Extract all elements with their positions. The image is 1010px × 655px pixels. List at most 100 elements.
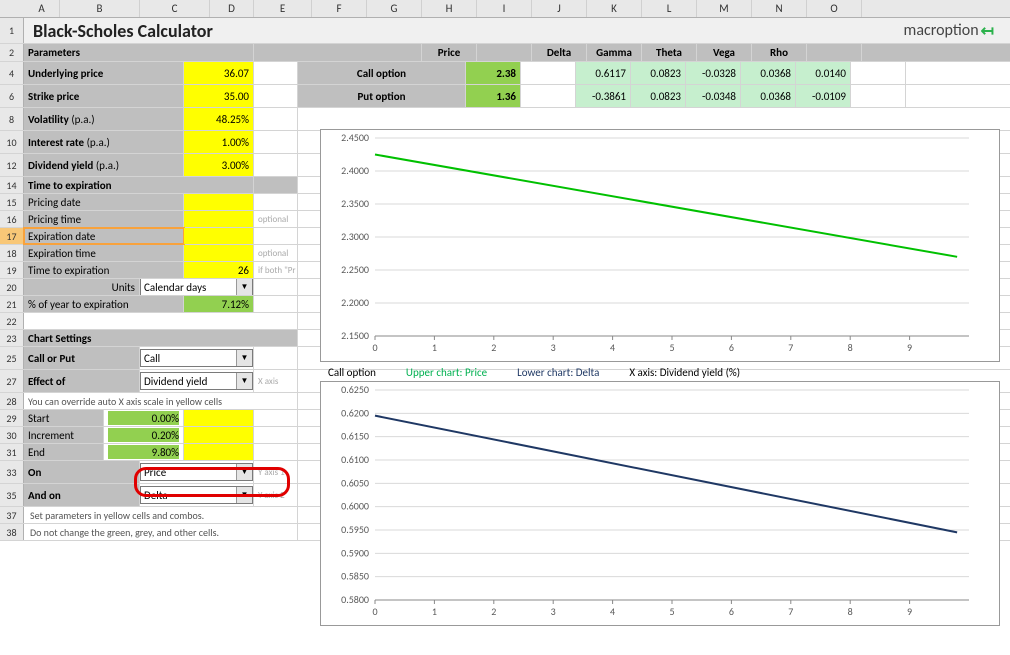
input-strike[interactable]: 35.00 bbox=[184, 85, 254, 107]
rownum-29[interactable]: 29 bbox=[0, 410, 24, 426]
input-pricing-date[interactable] bbox=[184, 194, 254, 210]
col-B[interactable]: B bbox=[60, 0, 140, 17]
time-header: Time to expiration bbox=[24, 177, 254, 193]
rownum-18[interactable]: 18 bbox=[0, 245, 24, 261]
svg-text:2.2000: 2.2000 bbox=[341, 296, 369, 309]
dropdown-andon[interactable]: Delta▼ bbox=[140, 486, 253, 504]
rownum-30[interactable]: 30 bbox=[0, 427, 24, 443]
dropdown-effect[interactable]: Dividend yield▼ bbox=[140, 372, 253, 390]
rownum-17[interactable]: 17 bbox=[0, 228, 24, 244]
col-D[interactable]: D bbox=[210, 0, 254, 17]
svg-text:1: 1 bbox=[432, 605, 437, 618]
hint-yaxis1: Y axis 1 bbox=[254, 461, 298, 483]
col-K[interactable]: K bbox=[587, 0, 642, 17]
dropdown-effect-value: Dividend yield bbox=[144, 375, 207, 388]
headers-row: 2 Parameters Price Delta Gamma Theta Veg… bbox=[0, 44, 1010, 62]
svg-text:8: 8 bbox=[848, 605, 853, 618]
rownum-15[interactable]: 15 bbox=[0, 194, 24, 210]
input-interest[interactable]: 1.00% bbox=[184, 131, 254, 153]
label-effect: Effect of bbox=[24, 370, 140, 392]
rownum-12[interactable]: 12 bbox=[0, 154, 24, 176]
col-E[interactable]: E bbox=[254, 0, 312, 17]
row-vol: 8 Volatility (p.a.) 48.25% bbox=[0, 108, 1010, 131]
label-vol-suffix: (p.a.) bbox=[71, 113, 94, 126]
put-vega: 0.0368 bbox=[741, 85, 796, 107]
rownum-14[interactable]: 14 bbox=[0, 177, 24, 193]
dropdown-units[interactable]: Calendar days▼ bbox=[140, 279, 253, 295]
rownum-1[interactable]: 1 bbox=[0, 18, 24, 43]
label-interest-suffix: (p.a.) bbox=[87, 136, 110, 149]
col-H[interactable]: H bbox=[422, 0, 477, 17]
rownum-10[interactable]: 10 bbox=[0, 131, 24, 153]
col-J[interactable]: J bbox=[532, 0, 587, 17]
hint-optional-2: optional bbox=[254, 245, 298, 261]
input-tte[interactable]: 26 bbox=[184, 262, 254, 278]
input-exp-date[interactable] bbox=[184, 228, 254, 244]
dropdown-call-put-value: Call bbox=[144, 352, 160, 365]
rownum-37[interactable]: 37 bbox=[0, 507, 24, 523]
svg-text:2: 2 bbox=[491, 605, 496, 618]
put-price: 1.36 bbox=[466, 85, 521, 107]
svg-text:2.3500: 2.3500 bbox=[341, 197, 369, 210]
input-dividend[interactable]: 3.00% bbox=[184, 154, 254, 176]
val-pct-year: 7.12% bbox=[184, 296, 254, 312]
svg-text:0.6050: 0.6050 bbox=[341, 476, 369, 489]
col-I[interactable]: I bbox=[477, 0, 532, 17]
rownum-28[interactable]: 28 bbox=[0, 393, 24, 409]
input-vol[interactable]: 48.25% bbox=[184, 108, 254, 130]
input-inc[interactable] bbox=[184, 427, 254, 443]
dropdown-call-put[interactable]: Call ▼ bbox=[140, 349, 253, 367]
col-A[interactable]: A bbox=[24, 0, 60, 17]
svg-text:7: 7 bbox=[788, 605, 793, 618]
svg-text:0.6250: 0.6250 bbox=[341, 383, 369, 396]
input-pricing-time[interactable] bbox=[184, 211, 254, 227]
rownum-6[interactable]: 6 bbox=[0, 85, 24, 107]
input-end[interactable] bbox=[184, 444, 254, 460]
legend-upper: Upper chart: Price bbox=[406, 366, 487, 379]
col-O[interactable]: O bbox=[807, 0, 862, 17]
svg-text:2.4000: 2.4000 bbox=[341, 164, 369, 177]
rownum-2[interactable]: 2 bbox=[0, 44, 24, 61]
hint-ifboth: if both "Pr bbox=[254, 262, 298, 278]
rownum-21[interactable]: 21 bbox=[0, 296, 24, 312]
col-G[interactable]: G bbox=[367, 0, 422, 17]
rownum-35[interactable]: 35 bbox=[0, 484, 24, 506]
input-exp-time[interactable] bbox=[184, 245, 254, 261]
rownum-25[interactable]: 25 bbox=[0, 347, 24, 369]
rownum-22[interactable]: 22 bbox=[0, 313, 24, 329]
corner-cell bbox=[0, 0, 24, 17]
hdr-price: Price bbox=[422, 44, 477, 61]
chevron-down-icon: ▼ bbox=[236, 350, 252, 366]
rownum-38[interactable]: 38 bbox=[0, 524, 24, 540]
col-F[interactable]: F bbox=[312, 0, 367, 17]
rownum-19[interactable]: 19 bbox=[0, 262, 24, 278]
label-tte: Time to expiration bbox=[24, 262, 184, 278]
svg-text:1: 1 bbox=[432, 341, 437, 354]
label-units: Units bbox=[24, 279, 140, 295]
col-M[interactable]: M bbox=[697, 0, 752, 17]
rownum-8[interactable]: 8 bbox=[0, 108, 24, 130]
col-C[interactable]: C bbox=[140, 0, 210, 17]
col-L[interactable]: L bbox=[642, 0, 697, 17]
rownum-16[interactable]: 16 bbox=[0, 211, 24, 227]
svg-text:3: 3 bbox=[551, 605, 556, 618]
hint-optional-1: optional bbox=[254, 211, 298, 227]
svg-text:0.6200: 0.6200 bbox=[341, 406, 369, 419]
params-header: Parameters bbox=[24, 44, 254, 61]
svg-text:5: 5 bbox=[669, 605, 674, 618]
svg-text:2.1500: 2.1500 bbox=[341, 329, 369, 342]
rownum-31[interactable]: 31 bbox=[0, 444, 24, 460]
col-N[interactable]: N bbox=[752, 0, 807, 17]
chevron-down-icon: ▼ bbox=[236, 464, 252, 480]
rownum-20[interactable]: 20 bbox=[0, 279, 24, 295]
dropdown-on[interactable]: Price▼ bbox=[140, 463, 253, 481]
rownum-4[interactable]: 4 bbox=[0, 62, 24, 84]
rownum-27[interactable]: 27 bbox=[0, 370, 24, 392]
input-underlying[interactable]: 36.07 bbox=[184, 62, 254, 84]
svg-text:7: 7 bbox=[788, 341, 793, 354]
label-exp-date[interactable]: Expiration date bbox=[24, 228, 184, 244]
rownum-33[interactable]: 33 bbox=[0, 461, 24, 483]
input-start[interactable] bbox=[184, 410, 254, 426]
rownum-23[interactable]: 23 bbox=[0, 330, 24, 346]
svg-text:0.5950: 0.5950 bbox=[341, 523, 369, 536]
